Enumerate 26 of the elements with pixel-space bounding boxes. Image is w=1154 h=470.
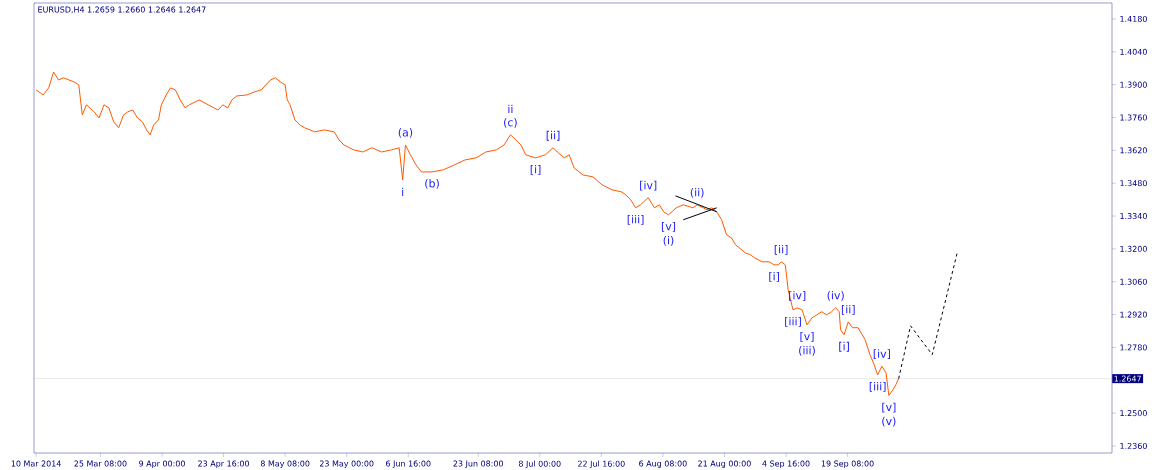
- line-series: [35, 71, 900, 397]
- annotation: [iii]: [785, 316, 801, 327]
- annotation: (c): [504, 117, 517, 128]
- annotation: [i]: [530, 164, 541, 175]
- line-series: [898, 251, 958, 380]
- annotation: [iii]: [627, 214, 644, 225]
- annotation: [i]: [839, 341, 849, 352]
- annotation: [ii]: [841, 304, 855, 315]
- annotation: (ii): [690, 187, 704, 198]
- annotation: [iv]: [873, 349, 890, 360]
- annotation: (iii): [799, 346, 815, 356]
- annotation: (v): [882, 416, 896, 427]
- annotation: ii: [508, 104, 513, 114]
- annotation: [v]: [800, 332, 814, 342]
- annotation: (b): [425, 179, 439, 189]
- annotation: [ii]: [774, 244, 788, 255]
- annotation: [v]: [661, 221, 676, 232]
- annotation: [v]: [882, 402, 896, 413]
- annotation: [i]: [769, 271, 779, 282]
- annotation: (a): [398, 128, 413, 138]
- annotation: i: [402, 187, 404, 197]
- annotation: [ii]: [546, 130, 560, 141]
- annotation: [iii]: [869, 381, 886, 392]
- annotation: (i): [663, 235, 674, 246]
- annotation: [iv]: [640, 180, 657, 191]
- annotation: (iv): [827, 290, 844, 301]
